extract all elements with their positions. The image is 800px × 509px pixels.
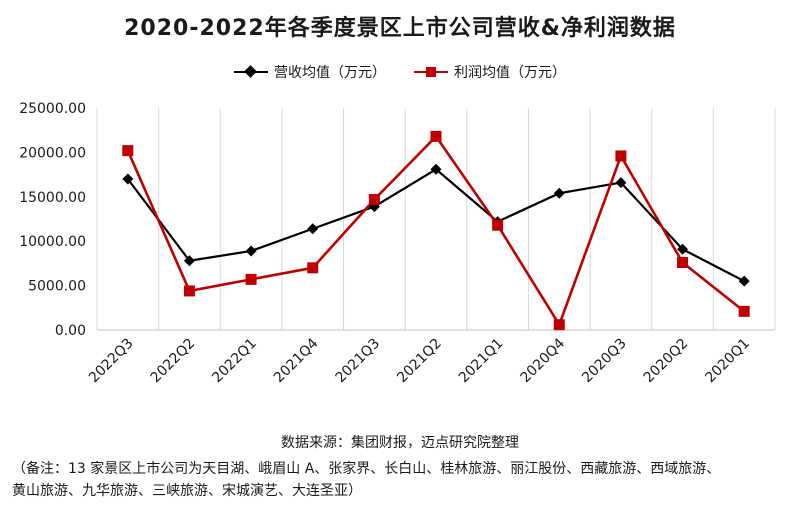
profit-point [368, 193, 380, 205]
revenue-point [183, 255, 195, 267]
profit-point [307, 262, 319, 274]
chart-title: 2020-2022年各季度景区上市公司营收&净利润数据 [124, 16, 676, 41]
revenue-point [245, 245, 257, 257]
legend: 营收均值（万元） 利润均值（万元） [0, 62, 800, 82]
profit-point [183, 285, 195, 297]
x-tick-label: 2021Q4 [271, 335, 322, 386]
x-tick-label: 2022Q2 [148, 336, 199, 387]
legend-item-revenue: 营收均值（万元） [234, 62, 386, 82]
y-tick-label: 0.00 [55, 323, 86, 339]
revenue-point [677, 243, 689, 255]
x-tick-label: 2020Q3 [579, 336, 630, 387]
x-tick-label: 2021Q2 [394, 336, 445, 387]
revenue-point [122, 173, 134, 185]
y-tick-label: 5000.00 [28, 279, 86, 295]
profit-point [553, 319, 565, 331]
revenue-point [430, 163, 442, 175]
x-tick-label: 2022Q3 [86, 336, 137, 387]
profit-point [122, 145, 134, 157]
x-tick-label: 2020Q4 [517, 335, 568, 386]
y-tick-label: 20000.00 [19, 145, 86, 161]
x-tick-label: 2021Q3 [333, 336, 384, 387]
x-tick-label: 2020Q2 [641, 336, 692, 387]
revenue-point [615, 177, 627, 189]
revenue-point [553, 187, 565, 199]
profit-point [245, 273, 257, 285]
legend-diamond-marker-icon [234, 65, 268, 79]
y-tick-label: 10000.00 [19, 234, 86, 250]
source-note: 数据来源：集团财报，迈点研究院整理 [281, 435, 519, 451]
legend-label-revenue: 营收均值（万元） [274, 65, 386, 81]
y-tick-label: 25000.00 [19, 101, 86, 117]
footnote: （备注：13 家景区上市公司为天目湖、峨眉山 A、张家界、长白山、桂林旅游、丽江… [12, 461, 721, 499]
line-chart: 0.00 5000.00 10000.00 15000.00 20000.00 25000… [19, 101, 776, 387]
legend-square-marker-icon [414, 65, 448, 79]
profit-point [677, 257, 689, 269]
revenue-point [307, 223, 319, 235]
x-tick-label: 2022Q1 [209, 336, 260, 387]
revenue-point [738, 275, 750, 287]
profit-point [492, 219, 504, 231]
x-tick-label: 2020Q1 [702, 336, 753, 387]
legend-label-profit: 利润均值（万元） [454, 65, 566, 81]
x-tick-label: 2021Q1 [456, 336, 507, 387]
profit-point [615, 150, 627, 162]
profit-point [738, 305, 750, 317]
y-tick-label: 15000.00 [19, 190, 86, 206]
profit-point [430, 130, 442, 142]
legend-item-profit: 利润均值（万元） [414, 62, 566, 82]
